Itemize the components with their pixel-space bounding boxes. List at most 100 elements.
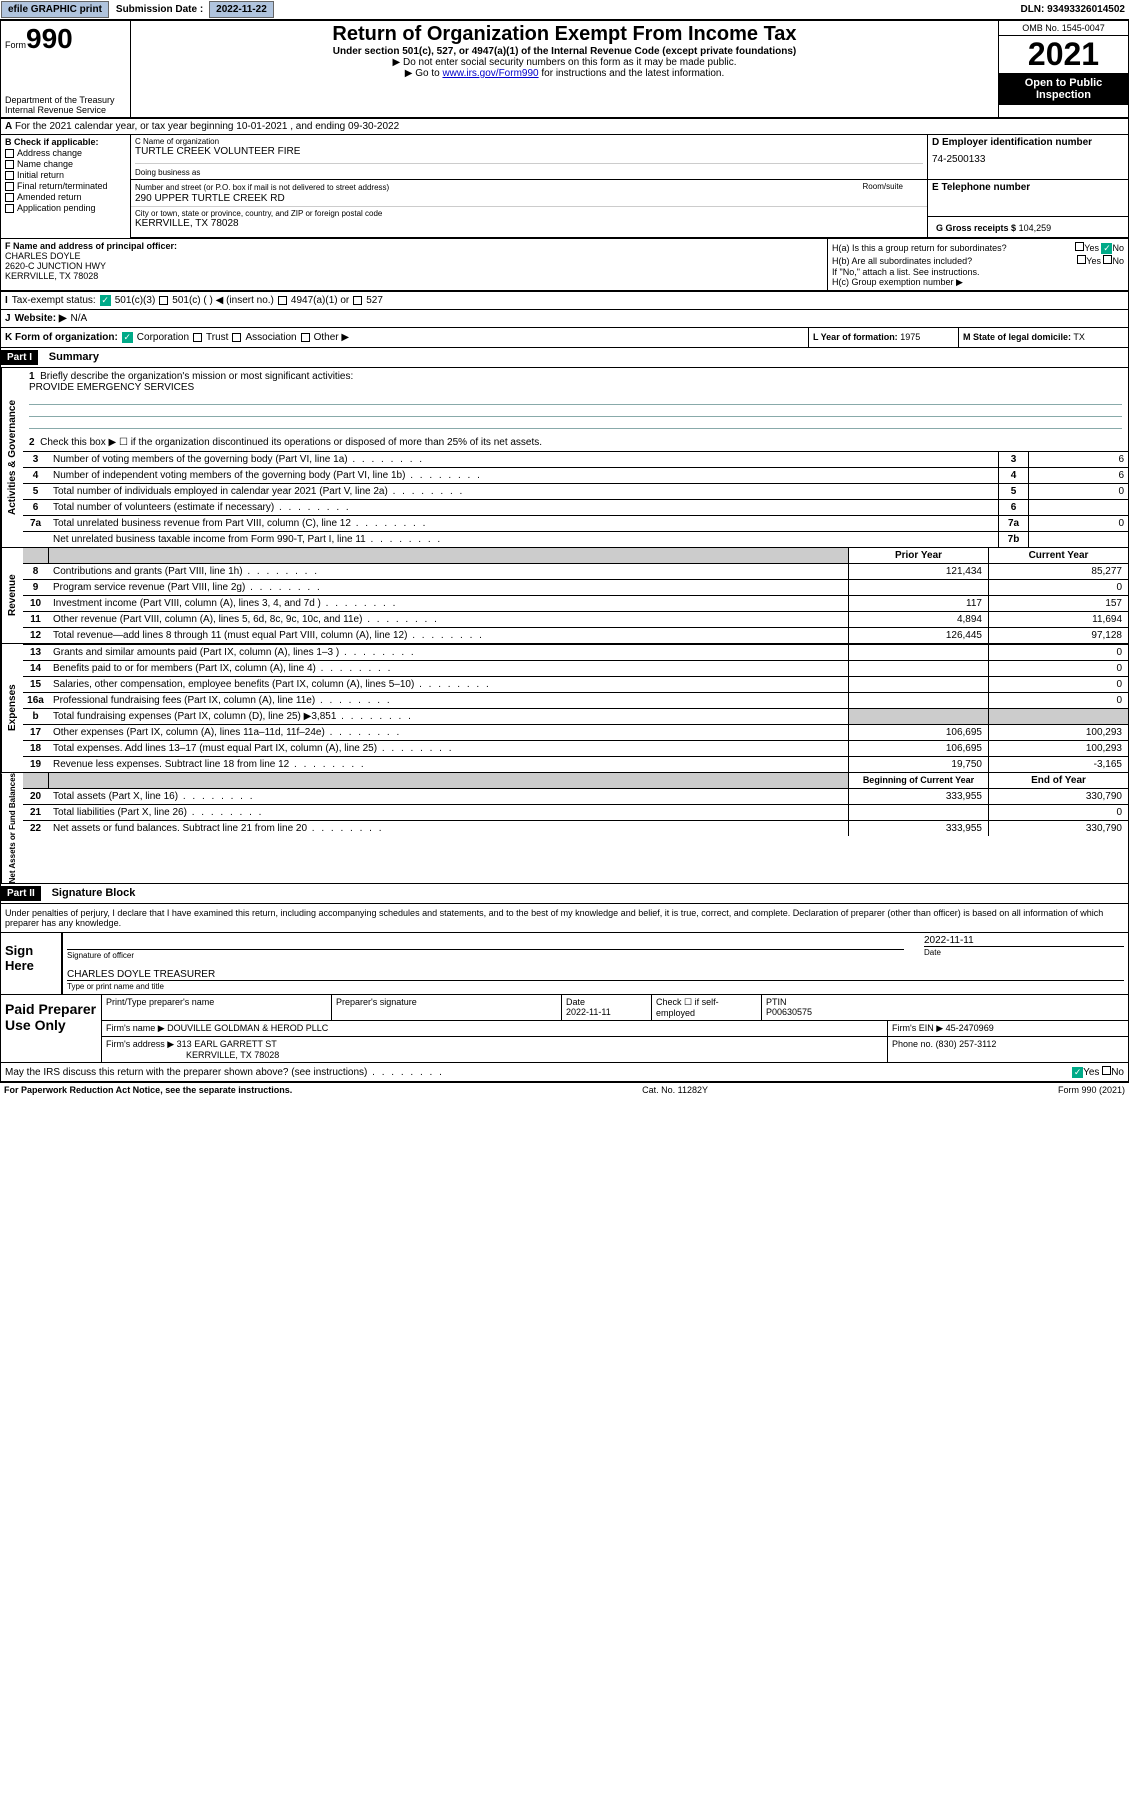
top-bar: efile GRAPHIC print Submission Date : 20…	[0, 0, 1129, 20]
k-opt1: Trust	[206, 332, 228, 343]
yes-text: Yes	[1086, 256, 1101, 266]
part2-header: Part II	[1, 886, 41, 901]
checkbox-icon[interactable]	[5, 193, 14, 202]
checkbox-icon[interactable]	[159, 296, 168, 305]
checkbox-icon[interactable]	[5, 171, 14, 180]
date-label: Date	[924, 946, 1124, 958]
subtitle-2: Do not enter social security numbers on …	[403, 57, 736, 68]
checkbox-icon[interactable]	[278, 296, 287, 305]
firm-name: DOUVILLE GOLDMAN & HEROD PLLC	[167, 1023, 328, 1033]
h-note: If "No," attach a list. See instructions…	[832, 267, 1124, 277]
form-prefix: Form	[5, 40, 26, 50]
f-label: F Name and address of principal officer:	[5, 241, 823, 251]
ptin-label: PTIN	[766, 997, 787, 1007]
checkbox-icon[interactable]	[1102, 1066, 1111, 1075]
checkbox-icon[interactable]	[5, 160, 14, 169]
officer-name: CHARLES DOYLE	[5, 251, 823, 261]
d-label: D Employer identification number	[932, 137, 1124, 148]
checkbox-icon[interactable]	[5, 204, 14, 213]
sig-officer-label: Signature of officer	[67, 949, 904, 961]
officer-name-title: CHARLES DOYLE TREASURER	[67, 969, 1124, 980]
footer-right: Form 990 (2021)	[1058, 1085, 1125, 1095]
irs-text: Internal Revenue Service	[5, 105, 126, 115]
no-text: No	[1111, 1067, 1124, 1078]
part1-title: Summary	[41, 351, 99, 363]
pt-date: 2022-11-11	[566, 1007, 611, 1017]
k-opt0: Corporation	[137, 332, 189, 343]
footer-left: For Paperwork Reduction Act Notice, see …	[4, 1085, 292, 1095]
checkbox-icon[interactable]	[353, 296, 362, 305]
form-title: Return of Organization Exempt From Incom…	[133, 23, 996, 46]
checkbox-icon[interactable]	[5, 149, 14, 158]
no-text: No	[1112, 243, 1124, 253]
paid-preparer-label: Paid Preparer Use Only	[1, 995, 101, 1062]
form-number: 990	[26, 23, 73, 54]
dept-text: Department of the Treasury	[5, 95, 126, 105]
pt-date-label: Date	[566, 997, 585, 1007]
checkbox-icon[interactable]	[1075, 242, 1084, 251]
part2-title: Signature Block	[44, 887, 136, 899]
checkbox-icon[interactable]	[5, 182, 14, 191]
website-value: N/A	[71, 313, 88, 324]
row-a-text: For the 2021 calendar year, or tax year …	[15, 121, 399, 132]
discuss-text: May the IRS discuss this return with the…	[5, 1067, 444, 1078]
room-label: Room/suite	[863, 182, 903, 191]
addr-label: Number and street (or P.O. box if mail i…	[135, 183, 389, 192]
checkbox-icon[interactable]	[193, 333, 202, 342]
i-label: Tax-exempt status:	[12, 295, 96, 306]
c-name-label: C Name of organization	[135, 137, 923, 146]
omb-number: OMB No. 1545-0047	[999, 21, 1128, 36]
current-year-header: Current Year	[988, 548, 1128, 563]
tax-year: 2021	[999, 36, 1128, 73]
b-opt-1: Name change	[17, 159, 73, 169]
e-label: E Telephone number	[932, 182, 1124, 193]
checkbox-icon[interactable]	[301, 333, 310, 342]
subtitle-1: Under section 501(c), 527, or 4947(a)(1)…	[133, 46, 996, 57]
line2-text: Check this box ▶ ☐ if the organization d…	[40, 437, 542, 448]
i-opt1: 501(c)(3)	[115, 295, 156, 306]
dba-label: Doing business as	[135, 168, 923, 177]
no-text: No	[1112, 256, 1124, 266]
form-990-container: Form990 Department of the Treasury Inter…	[0, 20, 1129, 1082]
officer-addr1: 2620-C JUNCTION HWY	[5, 261, 823, 271]
b-opt-2: Initial return	[17, 170, 64, 180]
j-label: Website: ▶	[15, 313, 67, 324]
l-label: L Year of formation:	[813, 332, 898, 342]
checkbox-icon[interactable]	[232, 333, 241, 342]
sub3-post: for instructions and the latest informat…	[539, 68, 725, 79]
prior-year-header: Prior Year	[848, 548, 988, 563]
firm-label: Firm's name ▶	[106, 1023, 165, 1033]
hb-text: H(b) Are all subordinates included?	[832, 256, 972, 266]
firm-addr-label: Firm's address ▶	[106, 1039, 174, 1049]
checkbox-icon[interactable]	[1077, 255, 1086, 264]
i-opt2: 501(c) ( ) ◀ (insert no.)	[172, 295, 274, 306]
year-formation: 1975	[900, 332, 920, 342]
pt-sig-label: Preparer's signature	[336, 997, 557, 1007]
pt-name-label: Print/Type preparer's name	[106, 997, 327, 1007]
b-header: B Check if applicable:	[5, 137, 126, 147]
g-label: G Gross receipts $	[936, 223, 1016, 233]
phone-label: Phone no.	[892, 1039, 933, 1049]
b-opt-3: Final return/terminated	[17, 181, 108, 191]
submission-date: 2022-11-22	[209, 1, 274, 18]
open-public-badge: Open to Public Inspection	[999, 73, 1128, 105]
sig-date: 2022-11-11	[924, 935, 1124, 946]
city-label: City or town, state or province, country…	[135, 209, 923, 218]
mission-text: PROVIDE EMERGENCY SERVICES	[29, 382, 194, 393]
line1-text: Briefly describe the organization's miss…	[40, 371, 353, 382]
efile-button[interactable]: efile GRAPHIC print	[1, 1, 109, 18]
firm-ein-label: Firm's EIN ▶	[892, 1023, 943, 1033]
pt-check-label: Check ☐ if self-employed	[652, 995, 762, 1020]
i-opt3: 4947(a)(1) or	[291, 295, 349, 306]
k-label: K Form of organization:	[5, 332, 118, 343]
footer-mid: Cat. No. 11282Y	[642, 1085, 708, 1095]
ha-text: H(a) Is this a group return for subordin…	[832, 243, 1007, 253]
tab-governance: Activities & Governance	[1, 368, 23, 547]
m-label: M State of legal domicile:	[963, 332, 1071, 342]
k-opt2: Association	[245, 332, 296, 343]
declaration-text: Under penalties of perjury, I declare th…	[1, 904, 1128, 932]
sign-here-label: Sign Here	[1, 933, 61, 994]
ptin-value: P00630575	[766, 1007, 812, 1017]
irs-link[interactable]: www.irs.gov/Form990	[442, 68, 538, 79]
org-name: TURTLE CREEK VOLUNTEER FIRE	[135, 146, 923, 157]
